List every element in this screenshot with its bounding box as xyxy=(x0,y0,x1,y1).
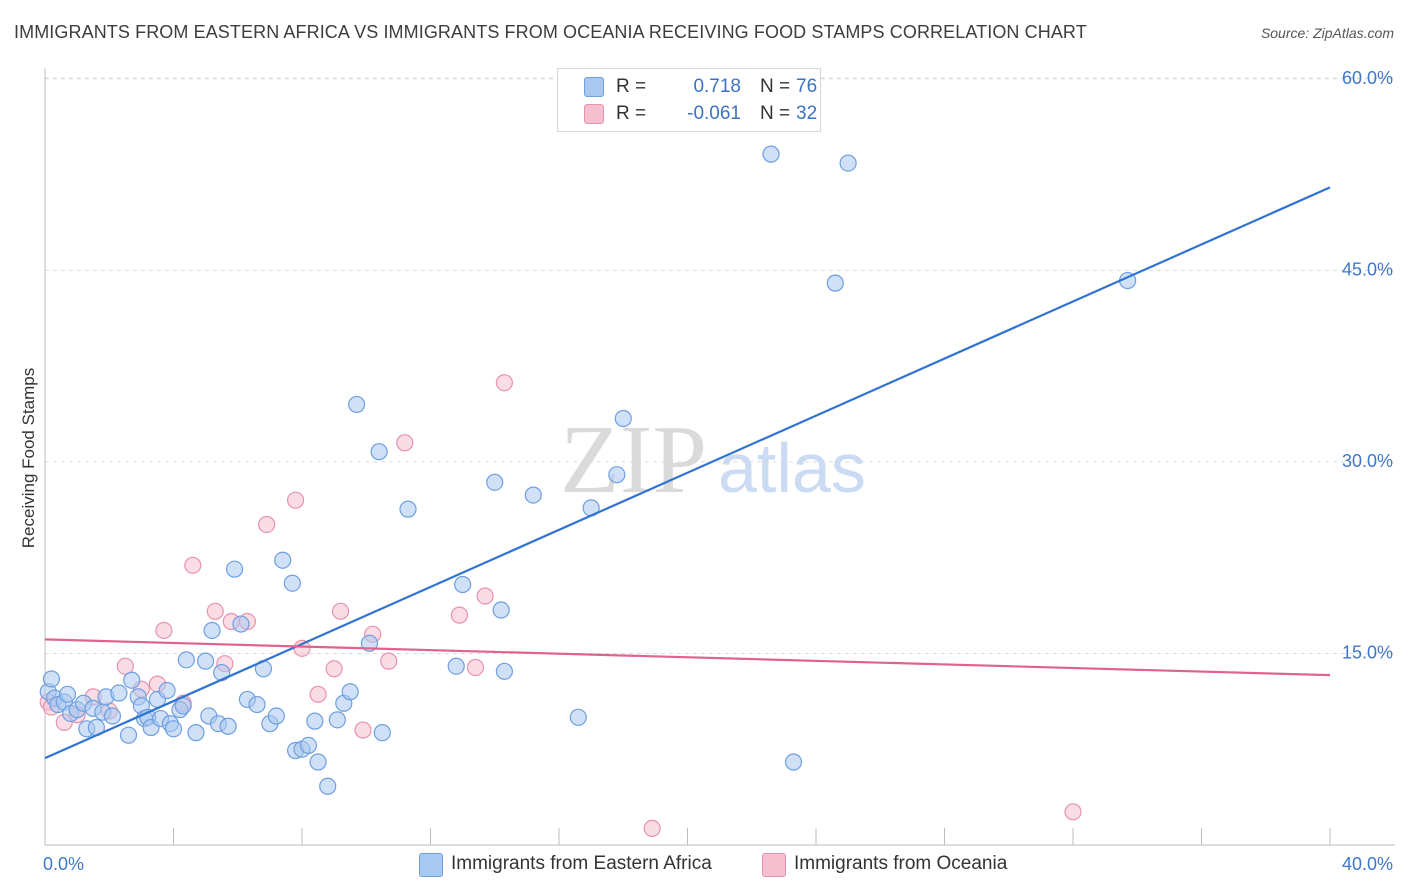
legend-r-value: 0.718 xyxy=(693,76,741,97)
y-tick-label: 60.0% xyxy=(1342,68,1393,88)
source-label: Source: ZipAtlas.com xyxy=(1260,25,1394,41)
data-point xyxy=(1064,803,1082,821)
watermark: ZIP atlas xyxy=(560,406,866,514)
data-point xyxy=(283,574,301,592)
data-point xyxy=(164,720,183,738)
trendline-oceania xyxy=(44,638,1331,677)
data-point xyxy=(110,684,128,702)
bottom-legend-swatch-blue xyxy=(419,853,443,877)
legend-n-label: N = xyxy=(760,103,791,124)
data-point xyxy=(370,443,388,461)
data-point xyxy=(267,707,285,725)
data-point xyxy=(643,819,661,837)
legend-n-value: 32 xyxy=(796,103,818,124)
data-point xyxy=(306,712,324,730)
eastern-africa-points xyxy=(39,145,1137,795)
y-tick-label: 30.0% xyxy=(1342,451,1393,471)
data-point xyxy=(447,657,465,675)
data-point xyxy=(42,670,61,688)
data-point xyxy=(380,652,398,670)
data-point xyxy=(826,274,844,292)
data-point xyxy=(354,721,372,739)
data-point xyxy=(450,606,469,624)
y-axis-title: Receiving Food Stamps xyxy=(19,368,38,548)
correlation-legend: R = 0.718 N = 76 R = -0.061 N = 32 xyxy=(557,68,821,132)
data-point xyxy=(299,736,318,754)
data-point xyxy=(399,500,417,518)
data-point xyxy=(286,491,305,509)
data-point xyxy=(116,657,134,675)
data-point xyxy=(839,154,857,172)
data-point xyxy=(495,374,513,392)
data-point xyxy=(232,615,250,633)
bottom-legend-swatch-pink xyxy=(762,853,786,877)
data-point xyxy=(486,473,504,491)
data-point xyxy=(119,726,138,744)
data-point xyxy=(325,660,343,678)
data-point xyxy=(495,662,513,680)
gridlines xyxy=(45,77,1395,654)
data-point xyxy=(258,515,276,534)
data-point xyxy=(309,753,327,771)
data-point xyxy=(206,602,224,620)
data-point xyxy=(155,621,173,640)
data-point xyxy=(225,560,244,578)
bottom-legend-label: Immigrants from Eastern Africa xyxy=(451,853,712,874)
data-point xyxy=(103,707,122,725)
data-point xyxy=(331,602,350,620)
data-point xyxy=(248,695,266,714)
data-point xyxy=(614,409,632,428)
data-point xyxy=(608,466,626,484)
tick-labels: 15.0% 30.0% 45.0% 60.0% 0.0% 40.0% xyxy=(43,68,1393,874)
data-point xyxy=(466,658,485,677)
data-point xyxy=(348,395,366,414)
legend-r-label: R = xyxy=(616,103,647,124)
data-point xyxy=(58,685,77,703)
data-point xyxy=(569,708,587,726)
legend-r-label: R = xyxy=(616,76,647,97)
data-point xyxy=(187,724,205,742)
axes xyxy=(44,68,1395,846)
data-point xyxy=(158,681,176,700)
legend-swatch-blue xyxy=(584,77,604,97)
data-point xyxy=(524,486,542,504)
data-point xyxy=(328,711,346,729)
trendline-eastern-africa xyxy=(44,186,1331,760)
data-point xyxy=(274,551,292,569)
y-tick-label: 45.0% xyxy=(1342,259,1393,279)
bottom-legend-label: Immigrants from Oceania xyxy=(794,853,1008,874)
y-tick-label: 15.0% xyxy=(1342,642,1393,662)
data-point xyxy=(123,671,141,689)
legend-swatch-pink xyxy=(584,104,604,124)
data-point xyxy=(341,683,359,701)
data-point xyxy=(319,777,337,795)
x-tick-label: 0.0% xyxy=(43,854,84,874)
legend-n-label: N = xyxy=(760,76,791,97)
data-point xyxy=(309,685,327,703)
legend-n-value: 76 xyxy=(796,76,818,97)
data-point xyxy=(219,717,237,735)
chart-title: IMMIGRANTS FROM EASTERN AFRICA VS IMMIGR… xyxy=(14,22,1087,42)
data-point xyxy=(784,753,803,771)
data-point xyxy=(476,587,494,605)
data-point xyxy=(396,434,414,452)
x-tick-label: 40.0% xyxy=(1342,854,1393,874)
data-point xyxy=(197,652,215,670)
data-point xyxy=(373,724,391,742)
data-point xyxy=(293,639,311,657)
legend-r-value: -0.061 xyxy=(687,103,741,124)
data-point xyxy=(203,621,221,640)
trendlines xyxy=(44,186,1331,760)
data-point xyxy=(454,575,472,594)
data-point xyxy=(177,651,195,669)
data-point xyxy=(492,601,510,619)
watermark-atlas: atlas xyxy=(718,429,866,507)
data-point xyxy=(184,556,202,574)
data-point xyxy=(762,145,780,163)
